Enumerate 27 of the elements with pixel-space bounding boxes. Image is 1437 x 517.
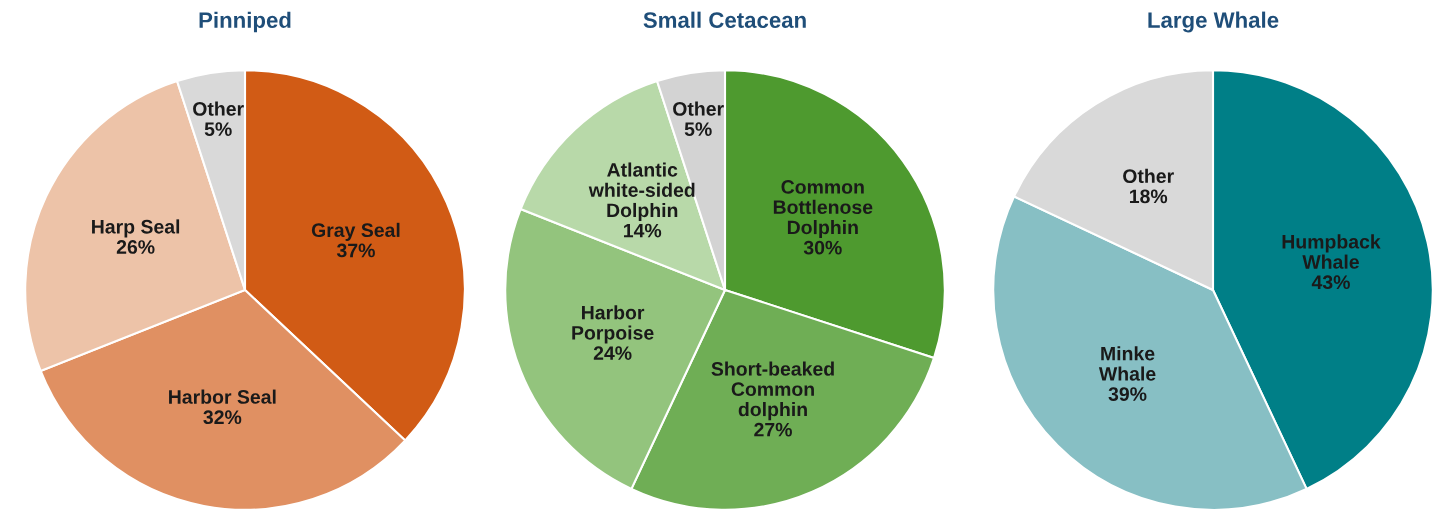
data-label: 39% bbox=[1108, 387, 1147, 401]
slice-label: Atlantic white-sided Dolphin bbox=[588, 162, 695, 222]
slice-label: Short-beaked Common dolphin bbox=[711, 361, 834, 421]
data-label: 30% bbox=[803, 240, 842, 255]
slice-label: Minke Whale bbox=[1098, 346, 1156, 381]
slice-label: Other bbox=[193, 101, 244, 116]
data-label: 32% bbox=[203, 410, 242, 425]
chart-title: Small Cetacean bbox=[643, 11, 806, 28]
slice-label: Humpback Whale bbox=[1282, 234, 1381, 269]
slice-label: Common Bottlenose Dolphin bbox=[773, 180, 873, 239]
slice-label: Other bbox=[1123, 168, 1174, 184]
data-label: 18% bbox=[1129, 189, 1168, 204]
data-label: 37% bbox=[336, 243, 375, 258]
slice-label: Harbor Porpoise bbox=[572, 305, 654, 344]
chart-title: Pinniped bbox=[199, 11, 291, 33]
slice-label: Gray Seal bbox=[311, 222, 400, 241]
data-label: 24% bbox=[593, 346, 632, 360]
data-label: 5% bbox=[684, 122, 712, 136]
slice-label: Harbor Seal bbox=[169, 389, 276, 404]
slice-label: Other bbox=[673, 101, 724, 116]
data-label: 26% bbox=[116, 240, 155, 254]
chart-title: Large Whale bbox=[1148, 11, 1279, 33]
data-label: 14% bbox=[624, 223, 662, 238]
slice-label: Harp Seal bbox=[92, 219, 180, 238]
data-label: 27% bbox=[754, 422, 792, 437]
data-label: 43% bbox=[1311, 275, 1350, 290]
data-label: 5% bbox=[204, 122, 232, 136]
